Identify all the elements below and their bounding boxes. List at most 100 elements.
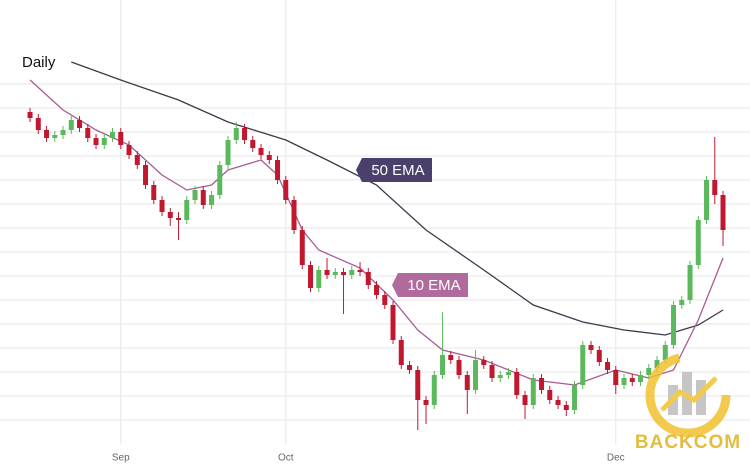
candle-body	[60, 130, 66, 135]
candle-body	[646, 368, 652, 375]
logo-arrow	[660, 376, 718, 412]
candle-body	[473, 360, 479, 390]
candle-body	[93, 138, 99, 145]
candle-body	[258, 148, 264, 155]
ema-label-box	[356, 158, 432, 182]
candle-body	[283, 180, 289, 200]
candle-body	[85, 128, 91, 138]
x-tick-label: Sep	[112, 453, 130, 464]
ema-lines	[29, 61, 724, 386]
candle-body	[448, 355, 454, 360]
candle-body	[151, 185, 157, 200]
candle-body	[316, 270, 322, 288]
candle-body	[638, 375, 644, 382]
candle-body	[398, 340, 404, 365]
ema-line	[71, 61, 724, 336]
candle-body	[654, 360, 660, 368]
candle-body	[580, 345, 586, 385]
candle-body	[250, 140, 256, 148]
candle-body	[605, 362, 611, 370]
ema-label: 10 EMA	[392, 273, 468, 297]
candle-body	[671, 305, 677, 345]
candle-body	[415, 370, 421, 400]
candle-body	[118, 132, 124, 145]
candle-body	[506, 372, 512, 375]
candle-body	[200, 190, 206, 205]
candles	[27, 108, 726, 430]
candle-body	[52, 135, 58, 138]
candle-body	[167, 212, 173, 218]
candle-body	[299, 230, 305, 265]
candle-body	[382, 295, 388, 305]
candle-body	[440, 355, 446, 375]
candle-body	[184, 200, 190, 220]
legend-label: 50 EMA	[371, 162, 424, 179]
chart-title: Daily	[22, 54, 56, 71]
candle-body	[720, 195, 726, 230]
candle-body	[126, 145, 132, 155]
candle-body	[588, 345, 594, 350]
candle-body	[143, 165, 149, 185]
candle-body	[522, 395, 528, 405]
candle-body	[332, 272, 338, 275]
candle-body	[712, 180, 718, 195]
candle-body	[365, 272, 371, 285]
watermark-logo: BACKCOM	[635, 352, 741, 453]
candle-body	[209, 195, 215, 205]
x-tick-label: Oct	[278, 453, 294, 464]
candle-body	[44, 130, 50, 138]
candle-body	[134, 155, 140, 165]
candle-body	[101, 138, 107, 145]
candle-body	[110, 132, 116, 138]
candle-body	[530, 378, 536, 405]
candle-body	[217, 165, 223, 195]
candle-body	[159, 200, 165, 212]
candle-body	[308, 265, 314, 288]
candle-body	[77, 120, 83, 128]
logo-ring	[645, 352, 731, 438]
candle-body	[27, 112, 33, 118]
logo-bar	[696, 380, 706, 415]
candle-body	[613, 370, 619, 385]
candle-body	[275, 160, 281, 180]
ema-line	[29, 79, 724, 386]
candle-body	[357, 270, 363, 272]
x-tick-label: Dec	[607, 453, 625, 464]
candle-body	[35, 118, 41, 130]
candle-body	[233, 128, 239, 140]
legend-label: 10 EMA	[407, 277, 460, 294]
candle-body	[341, 272, 347, 275]
candle-body	[192, 190, 198, 200]
candle-body	[563, 405, 569, 410]
candle-body	[266, 155, 272, 160]
candle-body	[572, 385, 578, 410]
candle-body	[679, 300, 685, 305]
candle-body	[456, 360, 462, 375]
candle-body	[547, 390, 553, 400]
candle-body	[687, 265, 693, 300]
grid: Sep Oct Dec	[0, 0, 750, 464]
candle-body	[242, 128, 248, 140]
candle-body	[662, 345, 668, 360]
candle-body	[407, 365, 413, 370]
candle-body	[629, 378, 635, 382]
ema-label-box	[392, 273, 468, 297]
candle-body	[324, 270, 330, 275]
candle-body	[464, 375, 470, 390]
candle-body	[704, 180, 710, 220]
candle-body	[497, 375, 503, 378]
candle-body	[225, 140, 231, 165]
candle-body	[176, 218, 182, 220]
candle-body	[68, 120, 74, 130]
candle-body	[539, 378, 545, 390]
ema-label: 50 EMA	[356, 158, 432, 182]
candle-body	[555, 400, 561, 405]
watermark-text: BACKCOM	[635, 432, 741, 453]
candle-body	[431, 375, 437, 405]
candle-body	[489, 365, 495, 378]
candle-body	[596, 350, 602, 362]
candle-body	[514, 372, 520, 395]
candle-body	[291, 200, 297, 230]
candle-body	[423, 400, 429, 405]
